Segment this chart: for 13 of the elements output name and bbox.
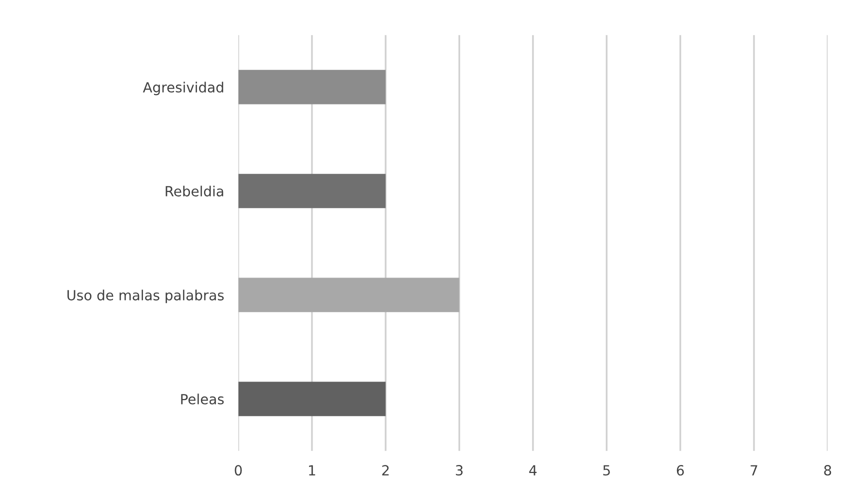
x-tick-label: 8: [824, 465, 832, 476]
x-tick-label: 5: [603, 465, 610, 476]
y-tick-label: Rebeldia: [166, 186, 224, 196]
x-tick-label: 2: [382, 465, 389, 476]
y-tick-label: Peleas: [181, 394, 224, 404]
x-tick-label: 0: [234, 465, 242, 476]
x-tick-label: 1: [309, 465, 316, 476]
x-tick-label: 3: [456, 465, 463, 476]
y-tick-label: Uso de malas palabras: [67, 290, 224, 304]
y-tick-label: Agresividad: [142, 82, 224, 96]
x-tick-label: 6: [676, 465, 684, 476]
x-tick-label: 7: [750, 465, 758, 476]
x-tick-label: 4: [529, 465, 537, 476]
